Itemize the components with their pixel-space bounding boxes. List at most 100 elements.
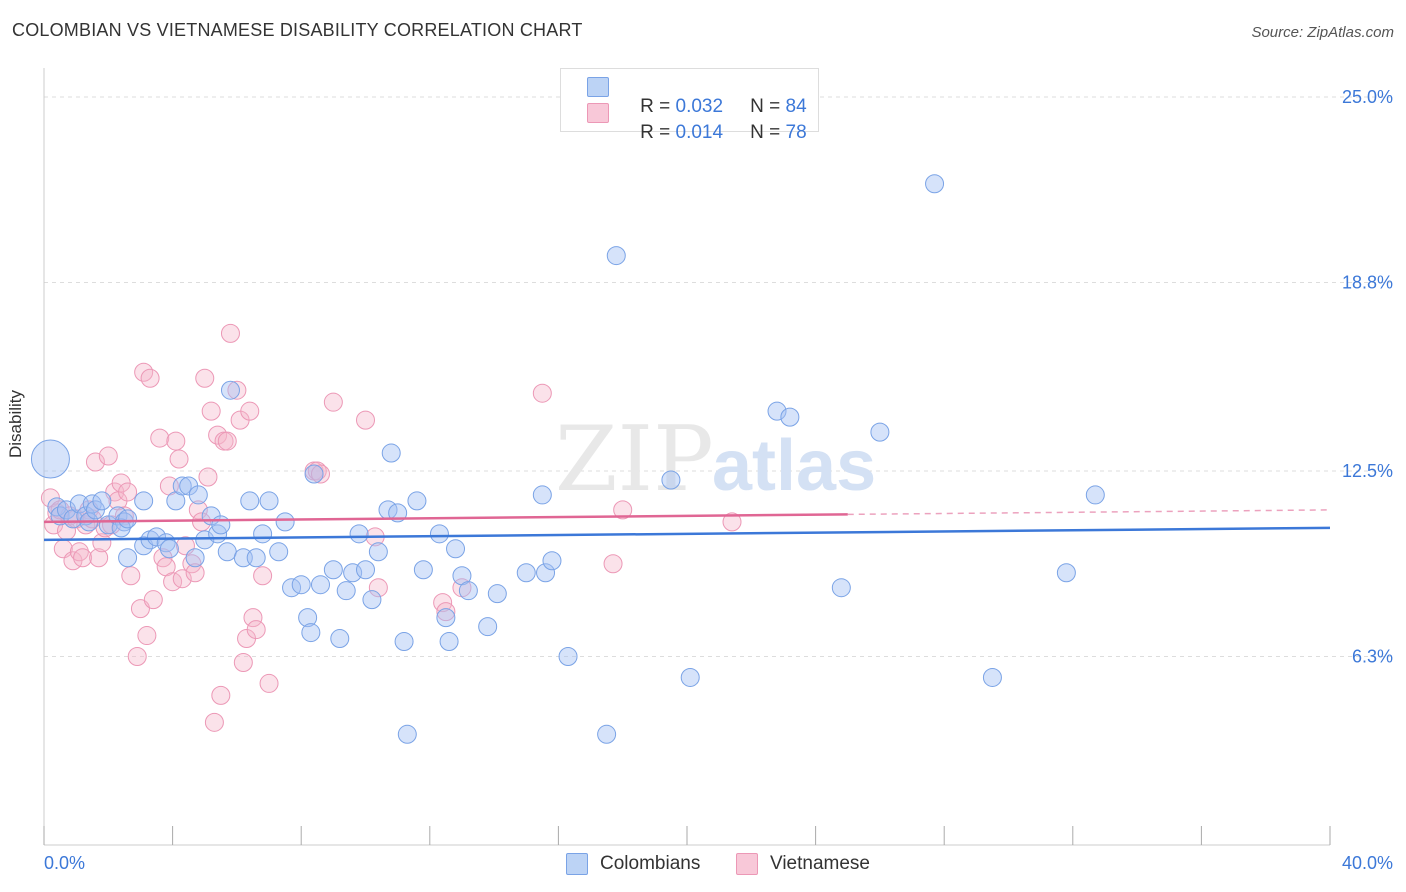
vietnamese-point-47 xyxy=(201,401,221,421)
colombian-point-51 xyxy=(349,524,369,544)
vietnamese-point-37 xyxy=(166,431,186,451)
colombian-point-63 xyxy=(436,608,456,628)
bottom-legend-vietnamese: Vietnamese xyxy=(736,852,870,876)
watermark-atlas: atlas xyxy=(712,426,876,506)
vietnamese-point-45 xyxy=(195,368,215,388)
vietnamese-point-61 xyxy=(253,566,273,586)
y-tick-label-0: 6.3% xyxy=(1352,647,1393,667)
colombian-point-59 xyxy=(397,724,417,744)
colombian-point-86 xyxy=(1085,485,1105,505)
vietnamese-point-53 xyxy=(220,323,240,343)
vietnamese-point-62 xyxy=(259,673,279,693)
vietnamese-point-67 xyxy=(356,410,375,430)
colombian-point-54 xyxy=(368,542,388,562)
colombian-point-85 xyxy=(1056,563,1076,583)
colombian-point-40 xyxy=(275,512,295,532)
colombian-point-72 xyxy=(536,563,556,583)
vietnamese-point-64 xyxy=(307,461,327,481)
colombian-point-15 xyxy=(118,509,138,529)
legend-r-value-1: 0.032 xyxy=(675,96,724,117)
colombian-point-37 xyxy=(253,524,273,544)
vietnamese-point-74 xyxy=(603,554,623,574)
colombian-point-60 xyxy=(407,491,427,511)
colombian-point-71 xyxy=(532,485,552,505)
legend-n-value-1: 84 xyxy=(785,96,807,117)
colombian-point-82 xyxy=(870,422,890,442)
bottom-legend-swatch-colombians xyxy=(566,853,588,875)
vietnamese-point-31 xyxy=(143,590,163,610)
vietnamese-point-60 xyxy=(246,620,266,640)
legend-r-label-2: R = xyxy=(640,122,676,143)
colombian-points xyxy=(30,174,1105,744)
vietnamese-point-14 xyxy=(85,452,105,472)
colombian-point-77 xyxy=(661,470,681,490)
vietnamese-point-46 xyxy=(198,467,218,487)
trend-lines xyxy=(43,509,1331,542)
bottom-legend-swatch-vietnamese xyxy=(736,853,758,875)
vietnamese-point-25 xyxy=(121,566,141,586)
colombian-point-26 xyxy=(185,548,205,568)
vietnamese-point-75 xyxy=(613,500,633,520)
vietnamese-point-26 xyxy=(127,647,147,667)
colombian-point-49 xyxy=(336,581,356,601)
colombian-point-42 xyxy=(291,575,311,595)
vietnamese-point-50 xyxy=(211,685,231,705)
legend-r-value-2: 0.014 xyxy=(675,122,724,143)
vietnamese-point-66 xyxy=(323,392,343,412)
bottom-legend-label-vietnamese: Vietnamese xyxy=(770,853,870,874)
vietnamese-point-38 xyxy=(169,449,189,469)
legend-r-label-1: R = xyxy=(640,96,676,117)
colombian-point-22 xyxy=(159,539,179,559)
colombian-point-73 xyxy=(542,551,562,571)
vietnamese-point-59 xyxy=(243,608,263,628)
colombian-point-0 xyxy=(30,439,70,479)
colombian-point-50 xyxy=(343,563,363,583)
colombian-point-43 xyxy=(298,608,318,628)
vietnamese-point-69 xyxy=(368,578,388,598)
vietnamese-points xyxy=(40,323,742,732)
colombian-point-32 xyxy=(217,542,237,562)
vietnamese-point-73 xyxy=(532,383,552,403)
colombian-point-68 xyxy=(478,617,498,637)
colombian-point-44 xyxy=(301,623,321,643)
colombian-point-79 xyxy=(767,401,787,421)
watermark: ZIP atlas xyxy=(555,407,876,512)
vietnamese-point-43 xyxy=(188,500,208,520)
colombian-point-16 xyxy=(118,548,138,568)
watermark-zip: ZIP xyxy=(555,407,714,512)
vietnamese-point-71 xyxy=(436,602,456,622)
vietnamese-point-58 xyxy=(240,401,260,421)
y-tick-label-2: 18.8% xyxy=(1342,273,1393,293)
colombian-point-70 xyxy=(516,563,536,583)
colombian-point-47 xyxy=(323,560,343,580)
colombian-point-61 xyxy=(413,560,433,580)
vietnamese-point-54 xyxy=(227,380,247,400)
axes xyxy=(43,68,1331,846)
colombian-point-28 xyxy=(195,530,215,550)
vietnamese-point-29 xyxy=(137,626,157,646)
colombian-point-56 xyxy=(381,443,401,463)
colombian-point-46 xyxy=(310,575,330,595)
x-tick-label-1: 40.0% xyxy=(1342,853,1393,873)
vietnamese-point-48 xyxy=(204,712,224,732)
vietnamese-point-39 xyxy=(172,569,192,589)
vietnamese-point-24 xyxy=(118,482,138,502)
vietnamese-point-9 xyxy=(69,542,89,562)
colombian-point-35 xyxy=(240,491,260,511)
colombian-point-76 xyxy=(606,246,626,266)
colombian-point-65 xyxy=(446,539,466,559)
vietnamese-point-15 xyxy=(89,548,109,568)
vietnamese-point-56 xyxy=(233,652,253,672)
vietnamese-point-30 xyxy=(140,368,160,388)
vietnamese-point-65 xyxy=(310,464,330,484)
colombian-point-62 xyxy=(429,524,449,544)
colombian-point-20 xyxy=(147,527,167,547)
colombian-point-24 xyxy=(172,476,192,496)
colombian-point-58 xyxy=(394,632,414,652)
colombian-point-64 xyxy=(439,632,459,652)
colombian-point-33 xyxy=(220,380,240,400)
colombian-point-69 xyxy=(487,584,507,604)
colombian-point-38 xyxy=(259,491,279,511)
colombian-point-84 xyxy=(982,667,1002,687)
